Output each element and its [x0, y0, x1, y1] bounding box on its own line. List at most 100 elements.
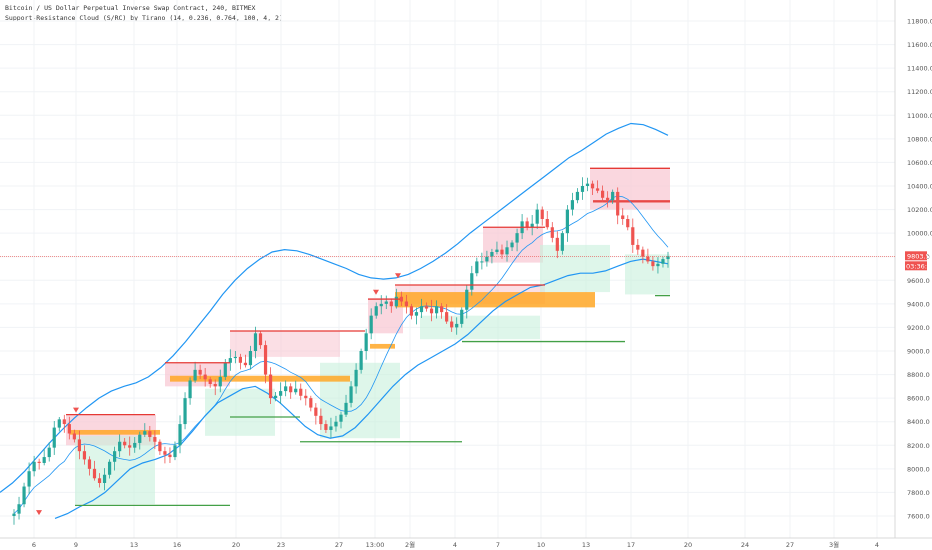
candle-body — [666, 256, 670, 260]
candle-body — [485, 256, 489, 262]
candle-body — [233, 356, 237, 359]
orange-zone — [395, 292, 595, 308]
candle-body — [409, 306, 414, 316]
candle-body — [92, 468, 97, 479]
chart-title: Bitcoin / US Dollar Perpetual Inverse Sw… — [5, 4, 256, 12]
candle-body — [52, 427, 56, 448]
candle-body — [82, 451, 87, 460]
candle-body — [515, 233, 519, 243]
candle-body — [470, 273, 474, 290]
candle-body — [188, 380, 192, 399]
y-tick-label: 8600.0 — [907, 395, 930, 403]
candle-body — [424, 306, 429, 309]
last-price-value: 9803.5 — [907, 253, 930, 261]
candle-body — [148, 431, 152, 438]
candle-body — [334, 421, 338, 427]
candle-body — [631, 227, 635, 245]
candle-body — [253, 333, 258, 351]
x-tick-label: 6 — [32, 541, 36, 549]
candle-body — [299, 388, 303, 396]
y-tick-label: 10800.0 — [907, 135, 932, 143]
chart-grid — [0, 0, 895, 538]
candle-body — [530, 223, 534, 228]
candle-body — [128, 445, 132, 448]
candle-body — [193, 369, 197, 381]
time-axis[interactable]: 6 9 13 16 20 23 27 13:00 2월 4 7 10 13 17 20 24 27 3월 4 — [32, 540, 879, 549]
candle-body — [475, 261, 479, 274]
x-tick-label: 23 — [277, 541, 285, 549]
y-tick-label: 9000.0 — [907, 348, 930, 356]
candle-body — [258, 333, 263, 346]
x-tick-label: 27 — [335, 541, 343, 549]
candle-body — [27, 471, 31, 487]
signal-markers — [36, 273, 401, 516]
x-tick-label: 16 — [173, 541, 181, 549]
y-tick-label: 11400.0 — [907, 65, 932, 73]
candle-body — [87, 459, 92, 469]
candle-body — [399, 296, 403, 302]
candle-body — [580, 186, 585, 192]
candle-body — [636, 244, 640, 250]
y-tick-label: 11000.0 — [907, 112, 932, 120]
upper-band-line — [0, 122, 669, 493]
candle-body — [429, 308, 434, 314]
candle-body — [203, 374, 207, 380]
candle-body — [455, 323, 459, 328]
x-tick-label: 10 — [537, 541, 545, 549]
candle-body — [32, 461, 36, 472]
sell-signal-marker — [395, 273, 401, 279]
candle-body — [218, 376, 222, 387]
candle-body — [404, 301, 408, 307]
y-tick-label: 10200.0 — [907, 206, 932, 214]
y-tick-label: 8200.0 — [907, 442, 930, 450]
price-labels: 9803.5 03:36:42 — [0, 251, 932, 271]
candle-body — [419, 306, 424, 313]
orange-zone — [170, 375, 350, 382]
countdown-badge — [905, 261, 927, 271]
candle-body — [434, 306, 439, 314]
candle-body — [535, 209, 539, 224]
candle-body — [465, 289, 469, 310]
candle-body — [641, 249, 645, 257]
candle-body — [153, 437, 157, 442]
candle-body — [138, 434, 142, 443]
candle-body — [540, 209, 544, 219]
candle-body — [168, 454, 172, 458]
candle-body — [661, 259, 665, 264]
y-tick-label: 7800.0 — [907, 489, 930, 497]
candle-body — [12, 513, 16, 516]
candle-body — [601, 190, 605, 198]
x-tick-label: 3월 — [829, 540, 839, 549]
support-zone — [320, 362, 400, 439]
candle-body — [389, 301, 393, 307]
candle-body — [279, 391, 283, 396]
candle-body — [611, 191, 615, 201]
candle-body — [565, 209, 569, 234]
sr-level-lines — [66, 167, 670, 507]
candle-body — [500, 249, 504, 255]
candle-body — [344, 402, 348, 415]
candle-body — [329, 426, 333, 430]
candle-body — [173, 445, 177, 458]
candle-body — [163, 451, 167, 455]
candle-body — [359, 351, 363, 370]
support-zone — [540, 244, 610, 293]
candle-body — [339, 414, 343, 422]
candle-body — [118, 441, 122, 452]
candle-body — [575, 191, 580, 201]
candle-body — [590, 183, 595, 189]
candle-body — [17, 504, 21, 514]
candle-body — [107, 461, 112, 475]
y-tick-label: 10000.0 — [907, 230, 932, 238]
candle-body — [656, 263, 660, 267]
candle-body — [545, 219, 549, 228]
candle-body — [525, 221, 529, 228]
price-axis[interactable]: 7600.0 7800.0 8000.0 8200.0 8400.0 8600.0 8800… — [907, 18, 932, 521]
x-tick-label: 9 — [74, 541, 78, 549]
resistance-zone — [230, 330, 340, 357]
candle-body — [223, 362, 227, 377]
candle-body — [158, 441, 162, 452]
candle-body — [595, 188, 600, 191]
candle-body — [374, 306, 378, 316]
